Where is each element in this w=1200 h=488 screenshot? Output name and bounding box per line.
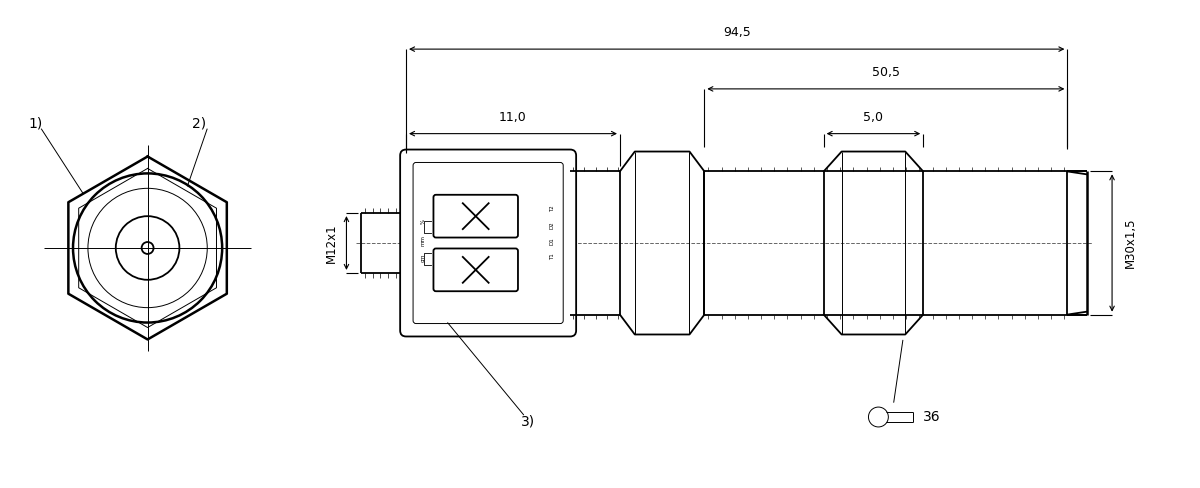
FancyBboxPatch shape xyxy=(433,195,518,238)
Text: D2: D2 xyxy=(550,221,554,229)
Text: T1: T1 xyxy=(550,254,554,260)
Text: D1: D1 xyxy=(550,237,554,245)
FancyBboxPatch shape xyxy=(413,163,563,324)
Text: 94,5: 94,5 xyxy=(722,26,750,39)
Text: 50,5: 50,5 xyxy=(872,66,900,79)
Text: M12x1: M12x1 xyxy=(325,223,338,263)
Text: mm: mm xyxy=(420,235,426,245)
Text: 2): 2) xyxy=(192,117,206,131)
Text: %: % xyxy=(420,219,426,224)
FancyBboxPatch shape xyxy=(433,248,518,291)
Text: 5,0: 5,0 xyxy=(864,111,883,123)
Text: 1): 1) xyxy=(29,117,42,131)
Text: cm: cm xyxy=(420,254,426,262)
Text: M30x1,5: M30x1,5 xyxy=(1123,218,1136,268)
Text: 3): 3) xyxy=(521,415,534,429)
Text: T2: T2 xyxy=(550,205,554,212)
Text: 11,0: 11,0 xyxy=(499,111,527,123)
FancyBboxPatch shape xyxy=(400,149,576,336)
Text: 36: 36 xyxy=(923,410,941,424)
